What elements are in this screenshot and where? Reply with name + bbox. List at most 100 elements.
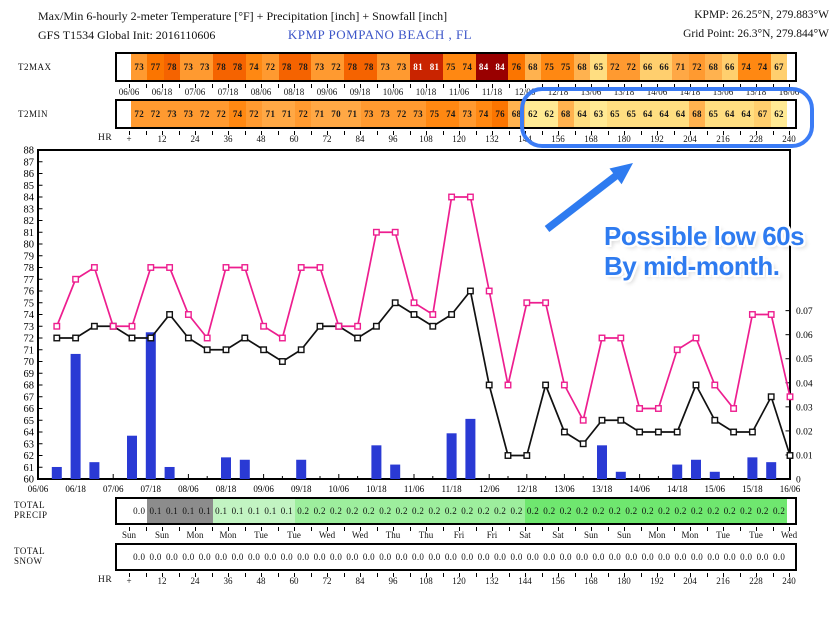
day-label: Tue — [749, 530, 763, 540]
svg-text:08/06: 08/06 — [178, 484, 199, 494]
tick-mark — [195, 573, 196, 577]
total-precip-cell: 0.2 — [360, 499, 378, 523]
svg-text:0.06: 0.06 — [796, 331, 813, 341]
tick-mark — [195, 527, 196, 531]
t2max-cell: 78 — [229, 54, 246, 80]
total-snow-cell: 0.0 — [557, 545, 574, 569]
t2min-cell: 68 — [557, 101, 574, 127]
tick-mark — [178, 527, 180, 531]
day-label: Fri — [486, 530, 498, 540]
date-label: 15/06 — [712, 87, 734, 97]
tick-mark — [492, 84, 493, 88]
total-precip-cell: 0.2 — [459, 499, 476, 523]
tick-mark — [690, 131, 691, 135]
hour-label: 36 — [223, 576, 233, 586]
tick-mark — [211, 527, 213, 531]
svg-text:84: 84 — [24, 193, 35, 204]
date-label: 12/18 — [547, 87, 569, 97]
svg-text:0.03: 0.03 — [796, 403, 813, 413]
svg-text:12/06: 12/06 — [479, 484, 500, 494]
t2max-cell: 74 — [459, 54, 476, 80]
tick-mark — [723, 131, 724, 135]
t2max-cell: 66 — [721, 54, 739, 80]
hr-bottom-label: HR — [98, 575, 113, 585]
svg-text:74: 74 — [24, 310, 35, 321]
t2min-cell: 67 — [754, 101, 771, 127]
svg-text:87: 87 — [24, 157, 35, 168]
svg-text:15/18: 15/18 — [742, 484, 763, 494]
tick-mark — [459, 527, 460, 531]
total-snow-cell: 0.0 — [639, 545, 656, 569]
total-precip-cell: 0.2 — [754, 499, 771, 523]
t2min-cell: 64 — [721, 101, 739, 127]
tick-mark — [211, 573, 213, 577]
t2max-cell: 78 — [163, 54, 181, 80]
tick-mark — [558, 527, 559, 531]
tick-mark — [409, 84, 411, 88]
t2max-cell: 78 — [344, 54, 361, 80]
tick-mark — [129, 573, 130, 577]
hour-label: 168 — [584, 134, 598, 144]
total-snow-cell: 0.0 — [131, 545, 148, 569]
hour-label: 108 — [419, 134, 433, 144]
day-label: Sun — [154, 530, 170, 540]
total-precip-cell: 0.1 — [262, 499, 279, 523]
day-label: Fri — [453, 530, 465, 540]
total-precip-cell: 0.2 — [491, 499, 509, 523]
total-snow-cell: 0.0 — [573, 545, 591, 569]
tick-mark — [789, 573, 790, 577]
total-precip-cell: 0.2 — [738, 499, 755, 523]
tick-mark — [310, 527, 312, 531]
total-precip-cell: 0.1 — [213, 499, 230, 523]
total-precip-cell: 0.2 — [573, 499, 591, 523]
tick-mark — [541, 84, 543, 88]
hour-axis-row-bottom: +12 24 36 48 60 72 84 96 108 120 132 144 156 168 180 19… — [126, 573, 796, 587]
svg-text:68: 68 — [24, 381, 35, 392]
total-snow-cell: 0.0 — [754, 545, 771, 569]
svg-text:62: 62 — [24, 451, 35, 462]
hour-label: 48 — [256, 576, 266, 586]
hour-label: 228 — [749, 576, 763, 586]
tick-mark — [261, 131, 262, 135]
tick-mark — [475, 131, 477, 135]
t2min-cell: 73 — [409, 101, 427, 127]
svg-text:79: 79 — [24, 251, 35, 262]
t2max-cell: 74 — [738, 54, 755, 80]
total-snow-cell: 0.0 — [623, 545, 640, 569]
tick-mark — [211, 84, 213, 88]
svg-text:09/18: 09/18 — [291, 484, 312, 494]
hour-label: 120 — [452, 134, 466, 144]
tick-mark — [244, 573, 246, 577]
date-label: 09/18 — [349, 87, 371, 97]
tick-mark — [607, 573, 609, 577]
svg-text:10/06: 10/06 — [329, 484, 350, 494]
date-label: 08/18 — [283, 87, 305, 97]
total-precip-cell: 0.2 — [672, 499, 689, 523]
total-snow-cell: 0.0 — [180, 545, 197, 569]
t2max-row-label: T2MAX — [18, 62, 52, 72]
t2min-cell: 64 — [656, 101, 673, 127]
t2min-cell: 72 — [295, 101, 312, 127]
date-label: 07/06 — [184, 87, 206, 97]
tick-mark — [162, 84, 163, 88]
tick-mark — [145, 84, 147, 88]
hour-label: 240 — [782, 576, 796, 586]
svg-text:82: 82 — [24, 216, 35, 227]
tick-mark — [574, 527, 576, 531]
svg-text:12/18: 12/18 — [517, 484, 538, 494]
hour-label: 72 — [322, 576, 332, 586]
tick-mark — [228, 84, 229, 88]
t2min-cell: 62 — [541, 101, 558, 127]
total-snow-cell: 0.0 — [721, 545, 739, 569]
tick-mark — [690, 573, 691, 577]
total-snow-cell: 0.0 — [163, 545, 181, 569]
tick-mark — [409, 527, 411, 531]
total-snow-cell: 0.0 — [344, 545, 361, 569]
tick-mark — [574, 573, 576, 577]
t2max-cell: 72 — [262, 54, 279, 80]
tick-mark — [327, 527, 328, 531]
tick-mark — [360, 131, 361, 135]
total-snow-cell: 0.0 — [229, 545, 246, 569]
total-precip-cell: 0.2 — [311, 499, 328, 523]
tick-mark — [162, 131, 163, 135]
